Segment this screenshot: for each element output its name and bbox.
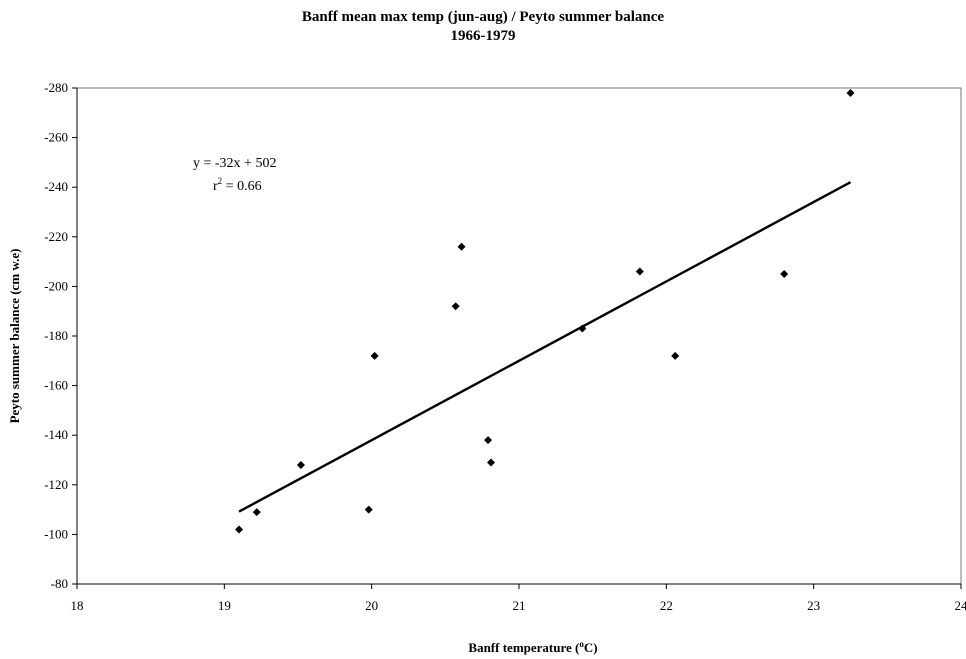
chart-subtitle: 1966-1979 (450, 28, 516, 44)
data-point (846, 88, 855, 97)
trend-r-squared: r2 = 0.66 (213, 176, 262, 194)
data-point (370, 351, 379, 360)
y-tick-label: -80 (51, 576, 68, 591)
data-point (780, 270, 789, 278)
x-tick-label: 23 (807, 598, 820, 613)
y-tick-label: -240 (44, 179, 68, 194)
data-point (578, 324, 587, 333)
trend-line (238, 181, 852, 513)
chart-title: Banff mean max temp (jun-aug) / Peyto su… (301, 9, 665, 25)
data-point (252, 508, 261, 517)
x-tick-label: 21 (513, 598, 526, 613)
x-tick-label: 20 (365, 598, 378, 613)
data-point (487, 458, 496, 467)
x-tick-label: 18 (71, 598, 84, 613)
data-point (451, 302, 460, 311)
y-tick-label: -280 (44, 80, 68, 95)
data-point (484, 436, 493, 445)
y-tick-label: -180 (44, 328, 68, 343)
data-point (364, 505, 373, 514)
y-tick-label: -120 (44, 477, 68, 492)
y-tick-label: -100 (44, 526, 68, 541)
y-tick-label: -160 (44, 378, 68, 393)
x-axis-title: Banff temperature (oC) (468, 639, 597, 655)
trend-equation: y = -32x + 502 (193, 156, 276, 171)
data-point (671, 351, 680, 360)
data-point (457, 242, 466, 251)
x-axis-title-degree: o (579, 639, 584, 649)
y-tick-label: -200 (44, 278, 68, 293)
data-point (635, 267, 644, 276)
y-tick-label: -220 (44, 229, 68, 244)
x-tick-label: 24 (955, 598, 966, 613)
y-axis-title: Peyto summer balance (cm w.e) (7, 249, 22, 424)
chart-title-block: Banff mean max temp (jun-aug) / Peyto su… (0, 8, 966, 46)
data-point (296, 460, 305, 469)
y-tick-label: -140 (44, 427, 68, 442)
x-tick-label: 22 (660, 598, 673, 613)
x-tick-label: 19 (218, 598, 231, 613)
y-tick-label: -260 (44, 130, 68, 145)
data-point (235, 525, 244, 534)
